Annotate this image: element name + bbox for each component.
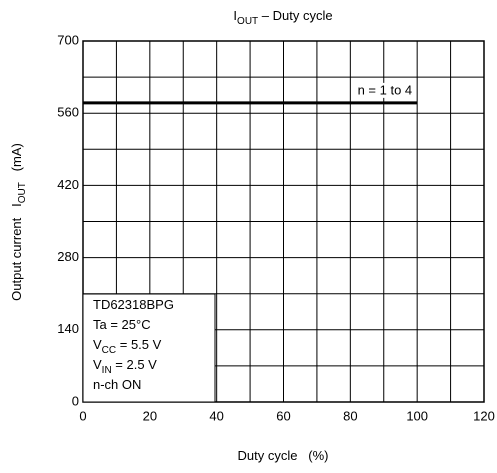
annotation-box xyxy=(82,293,216,403)
annotation-line: VCC = 5.5 V xyxy=(93,337,162,355)
annotation-line-part: = 5.5 V xyxy=(116,337,161,352)
x-axis-label-part: Duty cycle (%) xyxy=(237,448,328,463)
y-tick-label: 560 xyxy=(57,105,79,120)
y-tick-label: 140 xyxy=(57,321,79,336)
y-tick-label: 280 xyxy=(57,249,79,264)
plot-frame xyxy=(82,40,485,403)
annotation-line-part: CC xyxy=(102,345,116,356)
x-tick-label: 120 xyxy=(473,408,495,423)
y-tick-label: 0 xyxy=(72,393,79,408)
annotation-line-part: IN xyxy=(102,365,112,376)
annotation-line-part: TD62318BPG xyxy=(93,297,174,312)
series-label: n = 1 to 4 xyxy=(358,82,413,97)
annotation-line-part: = 2.5 V xyxy=(112,357,157,372)
series-label-bg xyxy=(351,82,414,98)
annotation-line-part: V xyxy=(93,337,102,352)
chart-title-part: – Duty cycle xyxy=(258,8,332,23)
annotation-line: TD62318BPG xyxy=(93,297,174,312)
y-tick-label: 420 xyxy=(57,177,79,192)
annotation-line: Ta = 25°C xyxy=(93,317,151,332)
annotation-line-part: Ta = 25°C xyxy=(93,317,151,332)
chart-title: IOUT – Duty cycle xyxy=(233,8,332,26)
chart-title-part: I xyxy=(233,8,237,23)
x-tick-label: 80 xyxy=(343,408,357,423)
y-axis-label-part: Output current I xyxy=(9,203,24,301)
x-tick-label: 40 xyxy=(209,408,223,423)
annotation-line: n-ch ON xyxy=(93,377,141,392)
y-axis-label: Output current IOUT (mA) xyxy=(9,143,27,301)
x-tick-label: 0 xyxy=(79,408,86,423)
y-axis-label-part: (mA) xyxy=(9,143,24,182)
annotation-line-part: V xyxy=(93,357,102,372)
y-axis-label-part: OUT xyxy=(17,182,28,203)
x-tick-label: 100 xyxy=(406,408,428,423)
chart-title-part: OUT xyxy=(237,16,258,27)
annotation-line-part: n-ch ON xyxy=(93,377,141,392)
x-tick-label: 20 xyxy=(143,408,157,423)
x-axis-label: Duty cycle (%) xyxy=(237,448,328,463)
x-tick-label: 60 xyxy=(276,408,290,423)
y-tick-label: 700 xyxy=(57,32,79,47)
annotation-line: VIN = 2.5 V xyxy=(93,357,157,375)
